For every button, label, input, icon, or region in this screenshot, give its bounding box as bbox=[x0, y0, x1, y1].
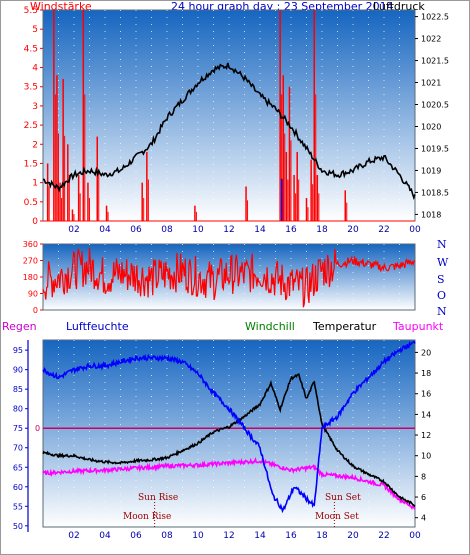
wind-tick-label: 3.5 bbox=[24, 83, 38, 93]
pressure-line bbox=[42, 62, 416, 200]
humidity-tick-label: 55 bbox=[13, 502, 23, 511]
panel3-x-tick-label: 04 bbox=[99, 531, 111, 541]
wind-direction-line bbox=[42, 247, 416, 308]
panel1-x-tick-label: 22 bbox=[378, 225, 389, 235]
panel1-x-tick-label: 10 bbox=[192, 225, 204, 235]
pressure-tick-label: 1022 bbox=[421, 35, 441, 44]
direction-tick-label: 90 bbox=[28, 290, 38, 299]
panel3-x-tick-label: 00 bbox=[409, 531, 421, 541]
panel1-background-grid bbox=[58, 10, 400, 221]
wind-direction-panel: 0 90 180 270 360 bbox=[23, 240, 416, 315]
direction-tick-label: 270 bbox=[23, 257, 38, 266]
panel3-x-tick-label: 14 bbox=[254, 531, 266, 541]
panel3-x-tick-label: 22 bbox=[378, 531, 389, 541]
wind-tick-label: 4 bbox=[32, 64, 38, 74]
humidity-tick-label: 80 bbox=[13, 405, 23, 414]
temperature-tick-label: 6 bbox=[421, 493, 426, 502]
legend-luftfeuchte: Luftfeuchte bbox=[66, 320, 129, 333]
direction-tick-label: 360 bbox=[23, 240, 38, 249]
legend-windchill: Windchill bbox=[245, 320, 295, 333]
legend-temperatur: Temperatur bbox=[313, 320, 377, 333]
moon-set-label: Moon Set bbox=[315, 512, 359, 522]
panel1-x-tick-label: 20 bbox=[347, 225, 359, 235]
temperature-tick-label: 14 bbox=[421, 410, 431, 419]
pressure-tick-label: 1021 bbox=[421, 79, 441, 88]
panel3-x-tick-label: 02 bbox=[68, 531, 79, 541]
panel3-x-tick-label: 18 bbox=[316, 531, 328, 541]
panel1-x-tick-label: 18 bbox=[316, 225, 328, 235]
sun-rise-label: Sun Rise bbox=[138, 493, 179, 503]
wind-tick-label: 3 bbox=[32, 102, 38, 112]
panel3-x-tick-label: 10 bbox=[192, 531, 204, 541]
wind-tick-label: 0 bbox=[32, 217, 38, 227]
pressure-tick-label: 1021.5 bbox=[421, 57, 449, 66]
panel1-x-tick-label: 12 bbox=[223, 225, 234, 235]
wind-spikes bbox=[46, 10, 348, 221]
temperature-tick-label: 12 bbox=[421, 431, 431, 440]
panel1-x-tick-label: 06 bbox=[130, 225, 142, 235]
compass-n-bottom: N bbox=[437, 305, 447, 318]
compass-n-top: N bbox=[437, 238, 447, 251]
pressure-tick-label: 1019.5 bbox=[421, 144, 449, 153]
panel3-x-tick-label: 08 bbox=[161, 531, 173, 541]
temperature-tick-label: 18 bbox=[421, 369, 431, 378]
humidity-tick-label: 75 bbox=[13, 424, 23, 433]
pressure-tick-label: 1018.5 bbox=[421, 188, 449, 197]
pressure-tick-label: 1022.5 bbox=[421, 13, 449, 22]
panel1-x-tick-label: 16 bbox=[285, 225, 297, 235]
dewpoint-line bbox=[42, 457, 416, 510]
humidity-tick-label: 95 bbox=[13, 346, 23, 355]
panel1-x-tick-label: 02 bbox=[68, 225, 79, 235]
compass-s: S bbox=[437, 273, 445, 286]
temperature-tick-label: 20 bbox=[421, 348, 431, 357]
panel1-x-tick-label: 04 bbox=[99, 225, 111, 235]
panel3-x-tick-label: 20 bbox=[347, 531, 359, 541]
panel3-x-tick-label: 16 bbox=[285, 531, 297, 541]
compass-o: O bbox=[437, 289, 447, 302]
panel3-background bbox=[42, 339, 416, 528]
humidity-tick-label: 90 bbox=[13, 366, 23, 375]
humidity-temperature-panel: 50 55 60 65 70 75 80 85 90 95 4 6 8 10 12 14 16 18 20 02 04 0… bbox=[13, 339, 431, 541]
humidity-tick-label: 85 bbox=[13, 385, 23, 394]
panel3-x-tick-label: 06 bbox=[130, 531, 142, 541]
pressure-tick-label: 1019 bbox=[421, 166, 441, 175]
panel1-x-tick-label: 14 bbox=[254, 225, 266, 235]
wind-tick-label: 4.5 bbox=[24, 44, 38, 54]
compass-w: W bbox=[437, 256, 449, 269]
sun-set-label: Sun Set bbox=[325, 493, 361, 503]
direction-tick-label: 0 bbox=[33, 306, 38, 315]
pressure-tick-label: 1020 bbox=[421, 122, 441, 131]
wind-tick-label: 5 bbox=[32, 25, 38, 35]
temperature-tick-label: 10 bbox=[421, 452, 431, 461]
panel1-x-tick-label: 00 bbox=[409, 225, 421, 235]
wind-pressure-panel: 00.511.522.533.544.555.510181018.5101910… bbox=[24, 6, 449, 235]
temperature-tick-label: 4 bbox=[421, 514, 426, 523]
humidity-tick-label: 65 bbox=[13, 463, 23, 472]
pressure-tick-label: 1018 bbox=[421, 210, 441, 219]
wind-tick-label: 5.5 bbox=[24, 6, 38, 16]
wind-tick-label: 0.5 bbox=[24, 198, 38, 208]
wind-tick-label: 2.5 bbox=[24, 121, 38, 131]
legend-regen: Regen bbox=[2, 320, 37, 333]
pressure-tick-label: 1020.5 bbox=[421, 101, 449, 110]
panel1-x-tick-label: 08 bbox=[161, 225, 173, 235]
temperature-tick-label: 8 bbox=[421, 472, 426, 481]
legend-taupunkt: Taupunkt bbox=[393, 320, 444, 333]
wind-tick-label: 1.5 bbox=[24, 159, 38, 169]
temperature-line bbox=[42, 373, 416, 508]
regen-zero-label: 0 bbox=[35, 424, 40, 433]
moon-rise-label: Moon Rise bbox=[123, 512, 172, 522]
humidity-tick-label: 60 bbox=[13, 483, 23, 492]
temperature-tick-label: 16 bbox=[421, 390, 431, 399]
wind-tick-label: 1 bbox=[32, 179, 38, 189]
humidity-tick-label: 70 bbox=[13, 444, 23, 453]
wind-tick-label: 2 bbox=[32, 140, 38, 150]
panel3-x-tick-label: 12 bbox=[223, 531, 234, 541]
humidity-tick-label: 50 bbox=[13, 522, 23, 531]
panel2-background bbox=[42, 243, 416, 311]
humidity-line bbox=[42, 340, 416, 514]
direction-tick-label: 180 bbox=[23, 273, 38, 282]
